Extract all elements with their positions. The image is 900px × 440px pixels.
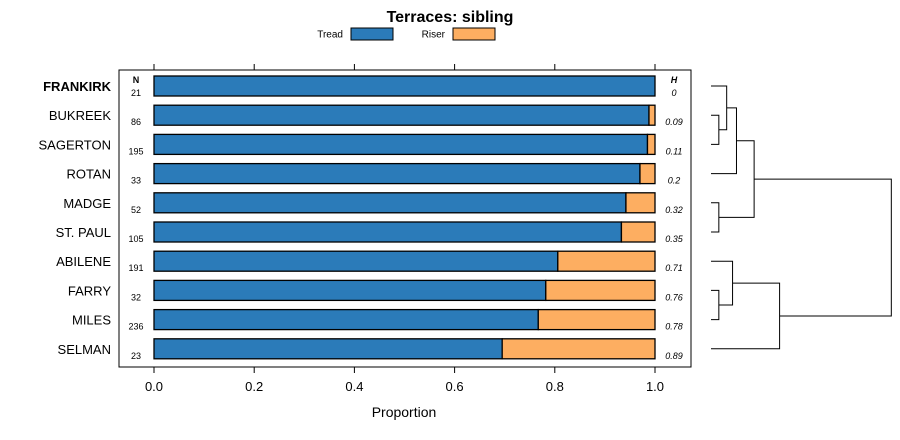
h-value-sagerton: 0.11: [666, 146, 683, 156]
bar-riser-rotan: [639, 162, 656, 185]
h-value-miles: 0.78: [665, 322, 683, 332]
x-axis-label: Proportion: [372, 404, 437, 420]
bar-tread-frankirk: [153, 75, 656, 97]
h-value-farry: 0.76: [665, 292, 683, 302]
n-value-sagerton: 195: [128, 146, 143, 156]
x-tick-label: 0.6: [446, 379, 464, 394]
n-value-madge: 52: [131, 205, 141, 215]
bar-riser-selman: [501, 338, 656, 360]
n-value-selman: 23: [131, 351, 141, 361]
bar-riser-miles: [537, 308, 656, 331]
h-value-frankirk: 0: [671, 88, 676, 98]
legend-label-tread: Tread: [317, 30, 343, 41]
category-label-frankirk: FRANKIRK: [43, 79, 111, 94]
bar-riser-bukreek: [648, 104, 656, 126]
bar-tread-st-paul: [153, 221, 623, 243]
h-value-st-paul: 0.35: [665, 234, 684, 244]
bar-tread-madge: [153, 192, 627, 214]
category-label-selman: SELMAN: [58, 342, 111, 357]
plot-area: [118, 69, 692, 368]
legend: Tread Riser: [317, 27, 496, 41]
h-header: H: [671, 75, 678, 85]
dendrogram-link: [711, 289, 720, 321]
bar-tread-abilene: [153, 250, 559, 272]
h-value-rotan: 0.2: [668, 176, 681, 186]
bar-riser-sagerton: [646, 133, 656, 156]
h-value-bukreek: 0.09: [665, 117, 683, 127]
bar-tread-sagerton: [153, 133, 649, 156]
bar-tread-miles: [153, 308, 539, 331]
n-value-farry: 32: [131, 292, 141, 302]
bar-riser-farry: [545, 279, 656, 302]
category-label-abilene: ABILENE: [56, 254, 111, 269]
dendrogram-link: [711, 202, 720, 233]
x-tick-label: 0.2: [245, 379, 263, 394]
dendrogram-link: [711, 260, 734, 306]
legend-label-riser: Riser: [422, 30, 446, 41]
n-value-bukreek: 86: [131, 117, 141, 127]
bar-tread-bukreek: [153, 104, 650, 126]
n-value-frankirk: 21: [131, 88, 141, 98]
legend-swatch-riser: [452, 27, 496, 41]
bar-riser-madge: [625, 192, 656, 214]
bar-riser-abilene: [557, 250, 656, 272]
legend-swatch-tread: [350, 27, 394, 41]
dendrogram-link: [711, 114, 720, 145]
chart-title: Terraces: sibling: [387, 9, 514, 26]
category-label-st-paul: ST. PAUL: [56, 225, 111, 240]
category-label-sagerton: SAGERTON: [39, 137, 111, 152]
h-value-abilene: 0.71: [665, 263, 683, 273]
dendrogram-link: [711, 282, 781, 350]
x-tick-label: 0.0: [145, 379, 163, 394]
h-value-madge: 0.32: [665, 205, 683, 215]
category-label-farry: FARRY: [68, 283, 111, 298]
x-tick-label: 1.0: [646, 379, 664, 394]
bar-riser-st-paul: [620, 221, 656, 243]
bar-tread-rotan: [153, 162, 641, 185]
category-label-bukreek: BUKREEK: [49, 108, 111, 123]
n-value-rotan: 33: [131, 176, 141, 186]
n-header: N: [133, 75, 140, 85]
dendrogram-link: [754, 178, 892, 317]
category-label-rotan: ROTAN: [66, 167, 111, 182]
n-value-miles: 236: [128, 322, 143, 332]
h-value-selman: 0.89: [665, 351, 683, 361]
dendrogram-link: [711, 107, 737, 175]
x-tick-label: 0.4: [345, 379, 363, 394]
n-value-abilene: 191: [128, 263, 143, 273]
category-label-miles: MILES: [72, 313, 111, 328]
category-label-madge: MADGE: [63, 196, 111, 211]
n-value-st-paul: 105: [128, 234, 143, 244]
bar-tread-selman: [153, 338, 503, 360]
x-tick-label: 0.8: [546, 379, 564, 394]
bar-tread-farry: [153, 279, 547, 302]
